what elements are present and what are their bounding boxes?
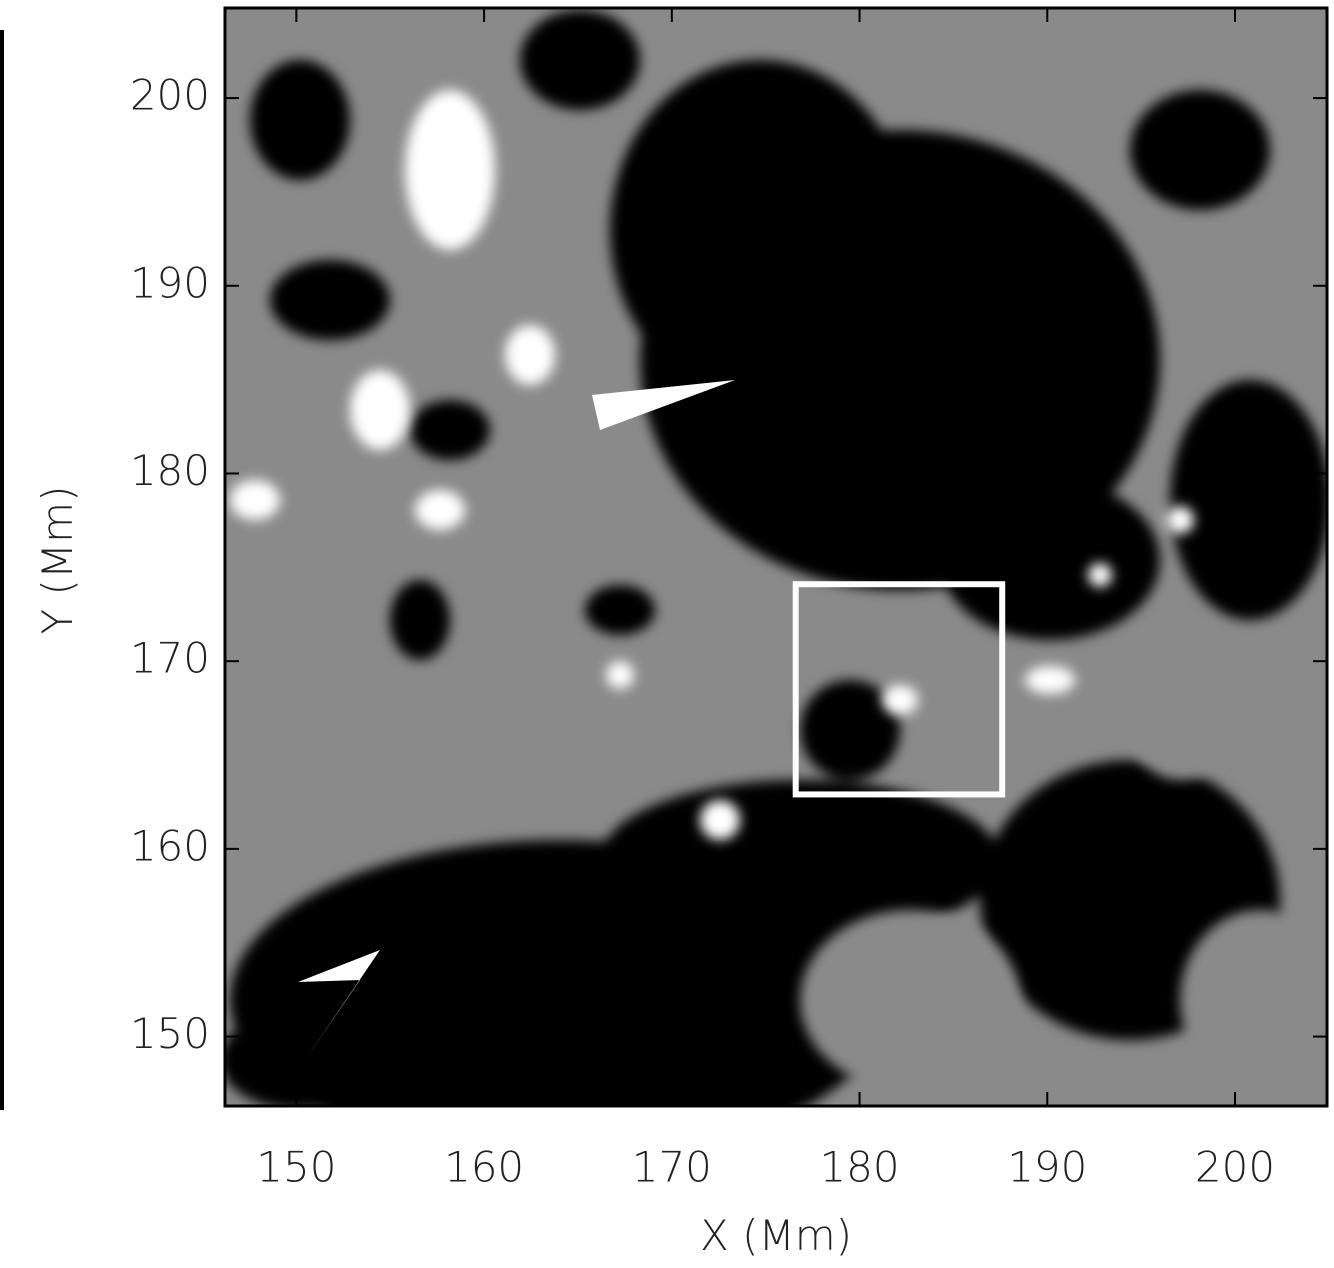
y-tick-label: 170 (130, 634, 210, 683)
plot-frame (223, 6, 1329, 1108)
neighbor-panel-edge (0, 30, 4, 1110)
x-tick-label: 160 (444, 1143, 524, 1192)
x-tick-label: 200 (1195, 1143, 1275, 1192)
y-tick-label: 160 (130, 821, 210, 870)
x-tick-label: 170 (632, 1143, 712, 1192)
magnetogram (225, 8, 1327, 1106)
y-tick-label: 200 (130, 71, 210, 120)
region-box (792, 581, 1006, 798)
x-tick-label: 190 (1007, 1143, 1087, 1192)
x-axis-label: X (Mm) (700, 1211, 852, 1260)
x-tick-label: 150 (256, 1143, 336, 1192)
y-tick-label: 150 (130, 1009, 210, 1058)
y-axis-label: Y (Mm) (33, 486, 82, 635)
y-tick-label: 190 (130, 258, 210, 307)
y-tick-label: 180 (130, 446, 210, 495)
x-tick-label: 180 (819, 1143, 899, 1192)
